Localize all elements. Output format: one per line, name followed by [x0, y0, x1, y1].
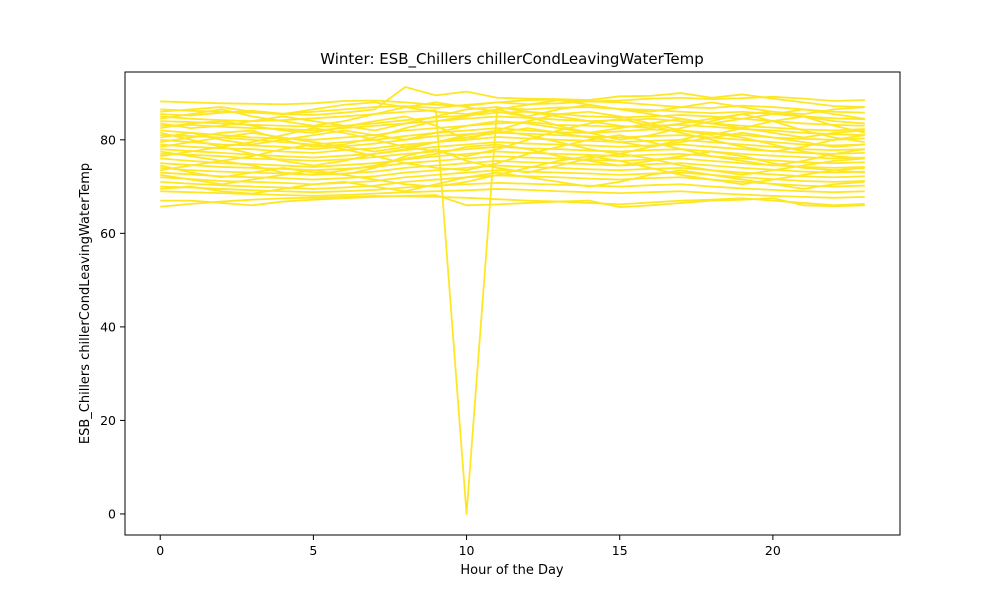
series-line-17	[160, 181, 865, 194]
y-tick-label: 20	[100, 413, 116, 428]
series-line-30	[160, 106, 865, 132]
series-line-27	[160, 134, 865, 172]
x-tick-label: 10	[459, 543, 475, 558]
series-line-13	[160, 159, 865, 176]
y-tick-label: 0	[108, 506, 116, 521]
series-line-0	[160, 95, 865, 107]
y-tick-label: 40	[100, 319, 116, 334]
x-axis-ticks: 0 5 10 15 20	[156, 535, 781, 558]
series-line-18	[160, 188, 865, 199]
series-line-24	[160, 129, 865, 167]
series-line-22	[160, 110, 865, 141]
series-lines	[160, 86, 865, 515]
series-line-20	[160, 194, 865, 209]
x-axis-label: Hour of the Day	[460, 563, 564, 578]
y-axis-label: ESB_Chillers chillerCondLeavingWaterTemp	[78, 163, 93, 444]
series-line-9	[160, 141, 865, 159]
x-tick-label: 0	[156, 543, 164, 558]
x-tick-label: 15	[612, 543, 628, 558]
y-axis-ticks: 0 20 40 60 80	[100, 132, 125, 521]
series-line-29	[160, 101, 865, 127]
series-line-32	[160, 169, 865, 195]
y-tick-label: 80	[100, 132, 116, 147]
series-line-31	[160, 117, 865, 146]
y-tick-label: 60	[100, 226, 116, 241]
chart-title: Winter: ESB_Chillers chillerCondLeavingW…	[320, 50, 704, 69]
x-tick-label: 20	[765, 543, 781, 558]
series-line-28	[160, 155, 865, 188]
series-line-6	[160, 127, 865, 146]
plot-frame	[124, 71, 901, 536]
x-tick-label: 5	[309, 543, 317, 558]
series-line-34	[160, 99, 865, 115]
series-line-25	[160, 143, 865, 176]
plot-area	[124, 71, 901, 536]
plot-background	[125, 72, 900, 535]
series-line-33	[160, 148, 865, 179]
series-line-16	[160, 174, 865, 190]
series-line-14	[160, 164, 865, 181]
series-line-11	[160, 150, 865, 168]
series-line-35	[160, 127, 865, 153]
series-line-23	[160, 108, 865, 148]
